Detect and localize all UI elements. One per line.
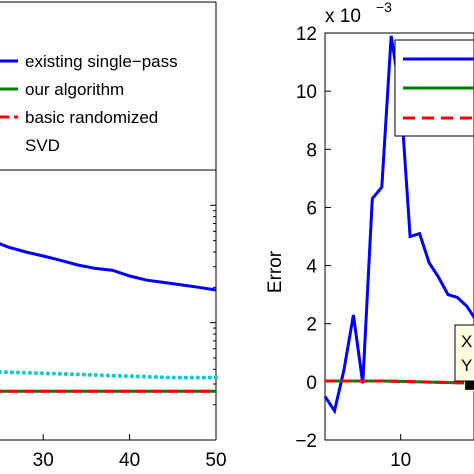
left-legend-box bbox=[0, 36, 215, 164]
right-axes-frame bbox=[324, 32, 474, 441]
left-series-line-2 bbox=[0, 369, 218, 380]
left-legend-label-3b: SVD bbox=[25, 136, 60, 155]
left-x-ticks: 20304050 bbox=[33, 434, 227, 471]
right-x-ticks: 1020 bbox=[390, 434, 411, 471]
right-y-tick-label: 12 bbox=[296, 24, 317, 45]
right-y-tick-label: 4 bbox=[306, 257, 317, 278]
left-series-line-1 bbox=[0, 242, 217, 292]
right-series bbox=[323, 35, 474, 415]
right-x-tick-label: 10 bbox=[390, 450, 411, 471]
left-x-tick-label: 50 bbox=[205, 450, 226, 471]
right-y-axis-label: Error bbox=[265, 250, 286, 293]
left-legend-label-2: our algorithm bbox=[25, 80, 124, 99]
left-x-tick-label: 30 bbox=[33, 450, 54, 471]
right-series-line-1 bbox=[323, 35, 474, 415]
left-panel: 20304050 existing single−pass our algori… bbox=[0, 1, 227, 471]
right-y-ticks: −2 0 2 4 6 8 10 12 bbox=[295, 24, 331, 452]
right-exponent-base: x 10 bbox=[325, 6, 361, 27]
right-y-tick-label: 0 bbox=[306, 373, 317, 394]
datatip-x-label: X bbox=[461, 332, 472, 351]
datatip-y-label: Y bbox=[461, 356, 472, 375]
left-legend-label-3: basic randomized bbox=[25, 108, 158, 127]
left-legend: existing single−pass our algorithm basic… bbox=[0, 36, 215, 164]
left-legend-label-1: existing single−pass bbox=[25, 52, 178, 71]
right-exponent-power: −3 bbox=[376, 0, 392, 15]
right-y-tick-label: 2 bbox=[306, 315, 317, 336]
right-y-tick-label: −2 bbox=[295, 431, 317, 452]
right-y-tick-label: 6 bbox=[306, 198, 317, 219]
right-legend bbox=[394, 39, 474, 137]
left-minor-ticks bbox=[210, 169, 216, 441]
right-y-tick-label: 8 bbox=[306, 140, 317, 161]
datatip[interactable]: X Y bbox=[454, 324, 474, 391]
datatip-box bbox=[454, 324, 474, 382]
right-series-line-3 bbox=[325, 379, 474, 385]
right-panel: x 10 −3 Error −2 0 2 4 6 8 10 12 1020 X Y bbox=[265, 0, 474, 471]
left-x-tick-label: 40 bbox=[119, 450, 140, 471]
right-y-tick-label: 10 bbox=[296, 82, 317, 103]
left-series bbox=[0, 242, 218, 393]
